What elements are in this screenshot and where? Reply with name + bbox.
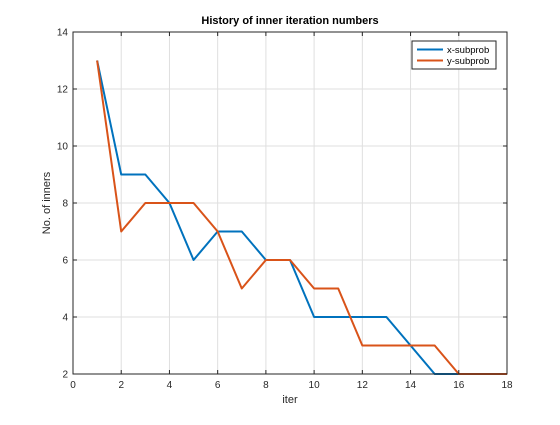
series-line-x-subprob <box>96 60 507 375</box>
x-tick-label: 2 <box>118 380 124 391</box>
x-tick-label: 6 <box>215 380 221 391</box>
y-tick-label: 6 <box>62 256 68 267</box>
x-tick-label: 14 <box>405 380 417 391</box>
chart-title: History of inner iteration numbers <box>201 15 378 27</box>
y-tick-label: 2 <box>62 370 68 381</box>
series-line-y-subprob <box>96 60 507 375</box>
x-tick-label: 10 <box>309 380 321 391</box>
y-tick-label: 4 <box>62 313 68 324</box>
x-tick-label: 16 <box>453 380 465 391</box>
y-axis-label: No. of inners <box>41 171 53 234</box>
legend-box <box>411 40 497 70</box>
x-tick-label: 8 <box>263 380 269 391</box>
x-tick-label: 4 <box>167 380 173 391</box>
y-tick-label: 8 <box>62 199 68 210</box>
y-tick-label: 14 <box>57 28 69 39</box>
legend-label-y-subprob: y-subprob <box>447 56 489 67</box>
y-tick-label: 12 <box>57 85 69 96</box>
x-axis-label: iter <box>282 394 298 406</box>
legend-label-x-subprob: x-subprob <box>447 45 489 56</box>
y-tick-label: 10 <box>57 142 69 153</box>
x-tick-label: 0 <box>70 380 76 391</box>
x-tick-label: 18 <box>501 380 513 391</box>
x-tick-label: 12 <box>357 380 369 391</box>
